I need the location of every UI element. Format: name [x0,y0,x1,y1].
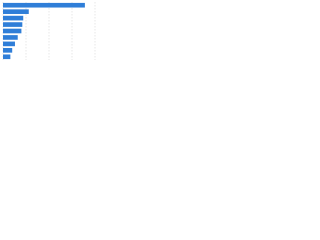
bar [3,48,13,53]
chart [2,2,96,60]
bar [3,9,29,14]
bar [3,35,18,40]
bar [3,2,85,8]
bar [3,28,22,34]
bar [3,22,23,27]
bar [3,41,15,47]
bar [3,54,11,60]
bar [3,15,24,21]
